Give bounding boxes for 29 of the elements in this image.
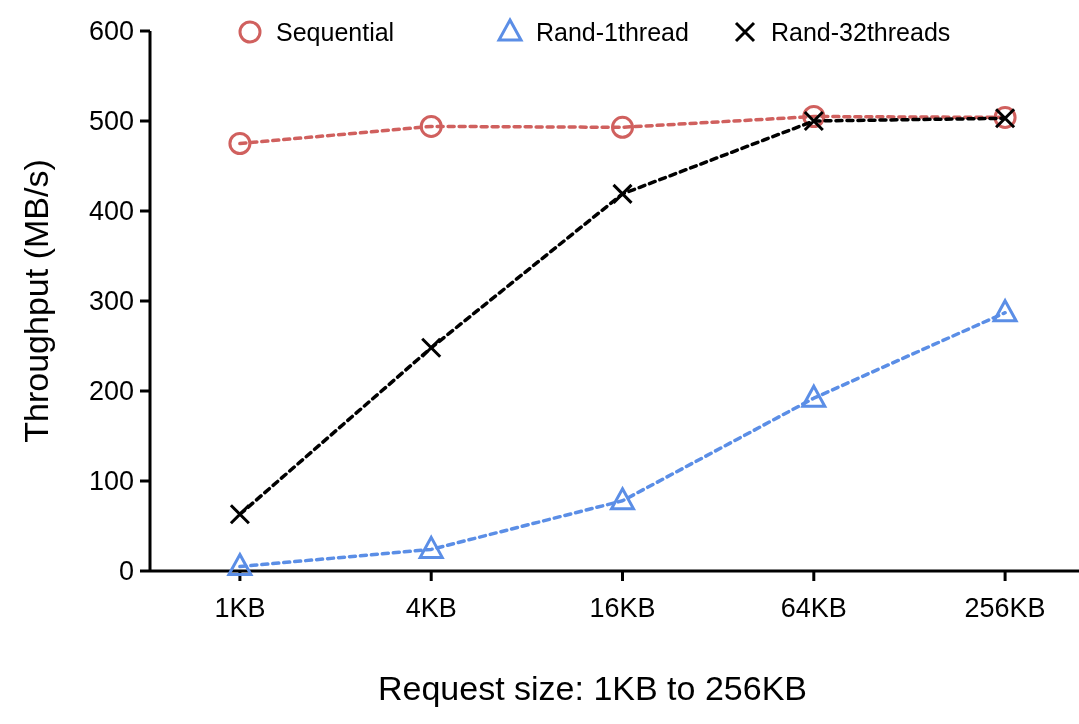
point [418,535,444,559]
x-tick-label: 64KB [780,593,847,623]
point [227,553,253,576]
point [611,115,634,139]
point [228,132,252,155]
legend-label: Sequential [276,17,395,46]
y-axis-title: Throughput (MB/s) [17,159,55,443]
x-tick-label: 4KB [405,593,457,623]
point [612,183,633,205]
y-tick-label: 200 [88,376,134,407]
point [229,503,251,525]
point [801,384,827,408]
point [420,337,442,359]
y-tick-label: 400 [88,196,134,227]
y-tick-label: 100 [88,466,134,497]
y-tick-label: 500 [88,106,134,137]
legend-label: Rand-32threads [771,17,951,46]
point [610,487,635,511]
y-tick-label: 300 [88,286,134,317]
x-tick-label: 256KB [964,593,1046,623]
x-tick-label: 1KB [214,593,266,623]
point [803,110,825,132]
point [419,114,443,138]
point [992,299,1018,323]
x-tick-label: 16KB [589,593,656,623]
y-tick-label: 600 [88,16,134,47]
y-tick-label: 0 [118,556,134,587]
legend-label: Rand-1thread [536,17,689,46]
x-axis-title: Request size: 1KB to 256KB [377,669,808,707]
